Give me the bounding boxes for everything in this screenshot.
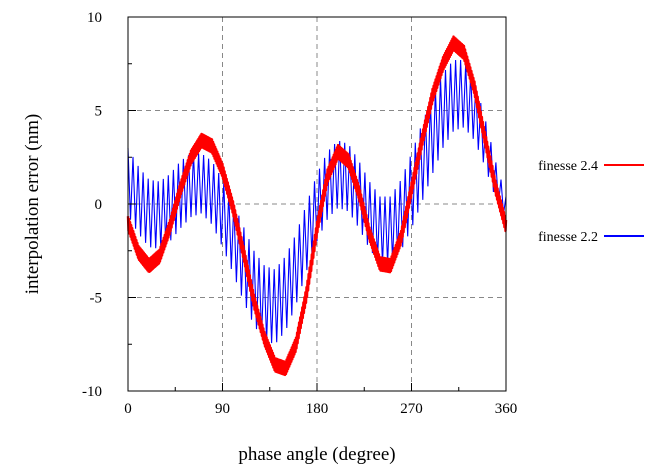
legend: finesse 2.4 finesse 2.2 — [538, 159, 644, 245]
series-layer — [126, 35, 508, 377]
legend-label: finesse 2.2 — [538, 230, 598, 245]
legend-label: finesse 2.4 — [538, 159, 598, 174]
y-tick-label: 5 — [95, 104, 103, 120]
x-axis-label: phase angle (degree) — [238, 444, 395, 465]
x-tick-label: 180 — [306, 401, 329, 417]
y-axis-label: interpolation error (nm) — [22, 114, 43, 294]
y-tick-label: 10 — [87, 10, 102, 26]
x-tick-label: 360 — [495, 401, 518, 417]
y-tick-label: -10 — [82, 384, 102, 400]
x-tick-label: 90 — [215, 401, 230, 417]
series-line — [127, 59, 507, 344]
axis-ticks — [127, 16, 507, 392]
y-tick-label: 0 — [95, 197, 103, 213]
tick-labels: 0 90 180 270 360 -10 -5 0 5 10 — [82, 10, 517, 417]
y-tick-label: -5 — [90, 291, 103, 307]
series-finesse-24 — [126, 35, 508, 377]
series-finesse-22 — [127, 59, 507, 344]
x-tick-label: 270 — [400, 401, 423, 417]
x-tick-label: 0 — [124, 401, 132, 417]
series-line — [126, 35, 508, 377]
